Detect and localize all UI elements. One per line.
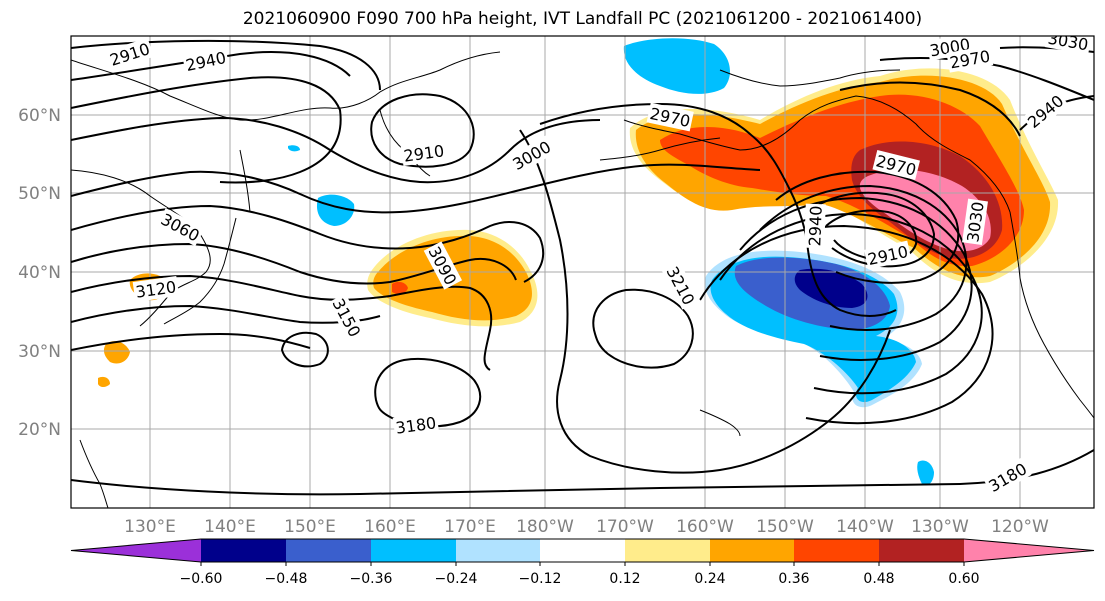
coast-japan (163, 217, 237, 325)
coast-alaska-north (719, 69, 901, 87)
coast-north-america (1009, 211, 1094, 419)
colorbar-segment (371, 539, 456, 562)
coast-alaska (623, 95, 1011, 213)
lon-label: 130°W (911, 517, 969, 537)
ivt-negative-kamchatka (316, 194, 355, 226)
colorbar-tick-label: 0.36 (778, 571, 809, 587)
lon-label: 160°W (676, 517, 734, 537)
colorbar-tick-label: 0.12 (609, 571, 640, 587)
ivt-positive-japan-tiny (98, 376, 110, 387)
ivt-positive-japan-small (103, 341, 130, 364)
ivt-negative-bering (623, 38, 730, 94)
colorbar-tick-label: 0.60 (948, 571, 979, 587)
ivt-negative-south (917, 460, 934, 486)
lon-label: 140°E (204, 517, 256, 537)
ivt-positive-red-fleck (392, 281, 408, 295)
colorbar-tick-label: 0.24 (694, 571, 725, 587)
colorbar-segment (456, 539, 540, 562)
colorbar-tick-label: −0.24 (435, 571, 478, 587)
colorbar-segment (71, 539, 201, 562)
latitude-labels: 60°N 50°N 40°N 30°N 20°N (18, 106, 61, 440)
lon-label: 120°W (991, 517, 1049, 537)
lon-label: 150°W (756, 517, 814, 537)
ivt-negative-region-east-navy (794, 268, 868, 308)
colorbar-segment (201, 539, 286, 562)
colorbar-segment (710, 539, 794, 562)
lat-label: 20°N (18, 420, 61, 440)
longitude-labels: 130°E 140°E 150°E 160°E 170°E 180°W 170°… (124, 517, 1049, 537)
colorbar-segment (794, 539, 879, 562)
map-panel: 2910 2940 2910 3000 3060 (70, 35, 1095, 509)
lon-label: 170°E (444, 517, 496, 537)
lon-label: 140°W (836, 517, 894, 537)
lon-label: 150°E (284, 517, 336, 537)
lon-label: 170°W (596, 517, 654, 537)
coast-hawaii (699, 409, 741, 437)
lon-label: 180°W (516, 517, 574, 537)
colorbar: −0.60 −0.48 −0.36 −0.24 −0.12 0.12 0.24 … (70, 538, 1095, 587)
colorbar-tick-label: −0.12 (519, 571, 562, 587)
colorbar-tick-label: 0.48 (863, 571, 894, 587)
colorbar-tick-label: −0.60 (180, 571, 223, 587)
colorbar-tick-labels: −0.60 −0.48 −0.36 −0.24 −0.12 0.12 0.24 … (180, 571, 980, 587)
ivt-negative-okhotsk (288, 145, 300, 152)
map-frame (70, 35, 1095, 509)
map-title: 2021060900 F090 700 hPa height, IVT Land… (242, 9, 923, 29)
colorbar-tick-label: −0.36 (350, 571, 393, 587)
lon-label: 130°E (124, 517, 176, 537)
graticule (71, 36, 1094, 508)
colorbar-segment (540, 539, 625, 562)
colorbar-tick-label: −0.48 (265, 571, 308, 587)
colorbar-segment (625, 539, 710, 562)
colorbar-segments (70, 538, 1095, 563)
lat-label: 30°N (18, 342, 61, 362)
coast-sakhalin (239, 149, 251, 213)
lat-label: 60°N (18, 106, 61, 126)
colorbar-segment (964, 539, 1094, 562)
colorbar-segment (286, 539, 371, 562)
colorbar-segment (879, 539, 964, 562)
coast-asia (71, 51, 501, 121)
lat-label: 40°N (18, 263, 61, 283)
colorbar-ticks (200, 562, 965, 566)
coast-aleutians (599, 137, 721, 161)
contour-label: 2940 (805, 205, 825, 246)
lat-label: 50°N (18, 184, 61, 204)
height-contours (71, 39, 1094, 496)
lon-label: 160°E (364, 517, 416, 537)
